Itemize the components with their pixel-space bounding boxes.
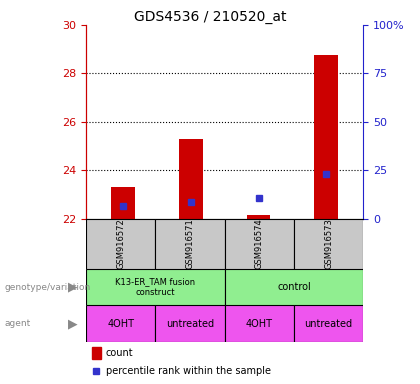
Bar — [225, 269, 363, 305]
Text: GSM916571: GSM916571 — [186, 218, 194, 269]
Bar — [179, 139, 203, 219]
Bar — [294, 219, 363, 269]
Bar — [111, 187, 135, 219]
Text: genotype/variation: genotype/variation — [4, 283, 90, 291]
Bar — [92, 347, 101, 359]
Text: untreated: untreated — [166, 318, 214, 329]
Bar — [86, 305, 155, 342]
Text: GSM916572: GSM916572 — [116, 218, 125, 269]
Bar — [247, 215, 270, 219]
Text: GSM916573: GSM916573 — [324, 218, 333, 269]
Bar — [225, 219, 294, 269]
Text: K13-ER_TAM fusion
construct: K13-ER_TAM fusion construct — [116, 277, 195, 297]
Bar — [225, 305, 294, 342]
Bar — [155, 219, 225, 269]
Text: 4OHT: 4OHT — [107, 318, 134, 329]
Text: ▶: ▶ — [68, 317, 78, 330]
Text: GDS4536 / 210520_at: GDS4536 / 210520_at — [134, 10, 286, 23]
Bar — [86, 219, 155, 269]
Text: control: control — [277, 282, 311, 292]
Text: ▶: ▶ — [68, 281, 78, 293]
Text: GSM916574: GSM916574 — [255, 218, 264, 269]
Bar — [294, 305, 363, 342]
Text: agent: agent — [4, 319, 31, 328]
Text: 4OHT: 4OHT — [246, 318, 273, 329]
Text: count: count — [105, 348, 133, 358]
Bar — [314, 55, 338, 219]
Bar — [86, 269, 225, 305]
Bar — [155, 305, 225, 342]
Text: untreated: untreated — [304, 318, 353, 329]
Text: percentile rank within the sample: percentile rank within the sample — [105, 366, 270, 376]
